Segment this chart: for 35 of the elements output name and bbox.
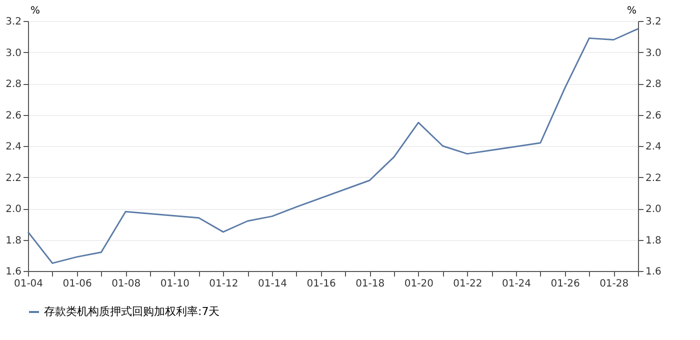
y-tick-label: 2.4	[6, 142, 22, 152]
y2-tick-label: 2.2	[646, 172, 662, 184]
y-tick-label: 3.0	[6, 48, 22, 59]
x-tick-label: 01-06	[62, 278, 92, 290]
x-tick-label: 01-16	[306, 278, 336, 290]
y2-tick-label: 2.8	[646, 79, 662, 90]
x-tick-label: 01-24	[502, 278, 532, 290]
y-tick-label: 2.0	[6, 204, 22, 215]
x-tick-label: 01-14	[258, 278, 288, 290]
x-tick-label: 01-04	[14, 278, 44, 290]
x-tick-label: 01-22	[453, 278, 482, 290]
y2-tick-label: 2.4	[646, 142, 662, 152]
y-axis-title: %	[30, 6, 40, 16]
y2-tick-label: 3.2	[646, 16, 662, 28]
y-tick-label: 3.2	[6, 16, 22, 28]
y2-tick-label: 1.6	[646, 266, 662, 278]
x-tick-label: 01-26	[550, 278, 580, 290]
y2-axis-title: %	[626, 6, 636, 16]
x-tick-label: 01-18	[356, 278, 385, 290]
x-tick-label: 01-12	[209, 278, 238, 290]
legend-label: 存款类机构质押式回购加权利率:7天	[44, 305, 220, 318]
x-tick-label: 01-10	[160, 278, 190, 290]
y2-tick-label: 3.0	[646, 48, 662, 59]
x-tick-label: 01-08	[112, 278, 141, 290]
y-tick-label: 2.8	[6, 79, 22, 90]
x-tick-label: 01-28	[600, 278, 629, 290]
y2-tick-label: 2.0	[646, 204, 662, 215]
y-tick-label: 2.6	[6, 110, 22, 122]
y2-tick-label: 2.6	[646, 110, 662, 122]
y-tick-label: 2.2	[6, 172, 22, 184]
x-tick-label: 01-20	[404, 278, 434, 290]
y-tick-label: 1.6	[6, 266, 22, 278]
line-series	[27, 28, 639, 264]
y-tick-label: 1.8	[6, 235, 22, 246]
y2-tick-label: 1.8	[646, 235, 662, 246]
